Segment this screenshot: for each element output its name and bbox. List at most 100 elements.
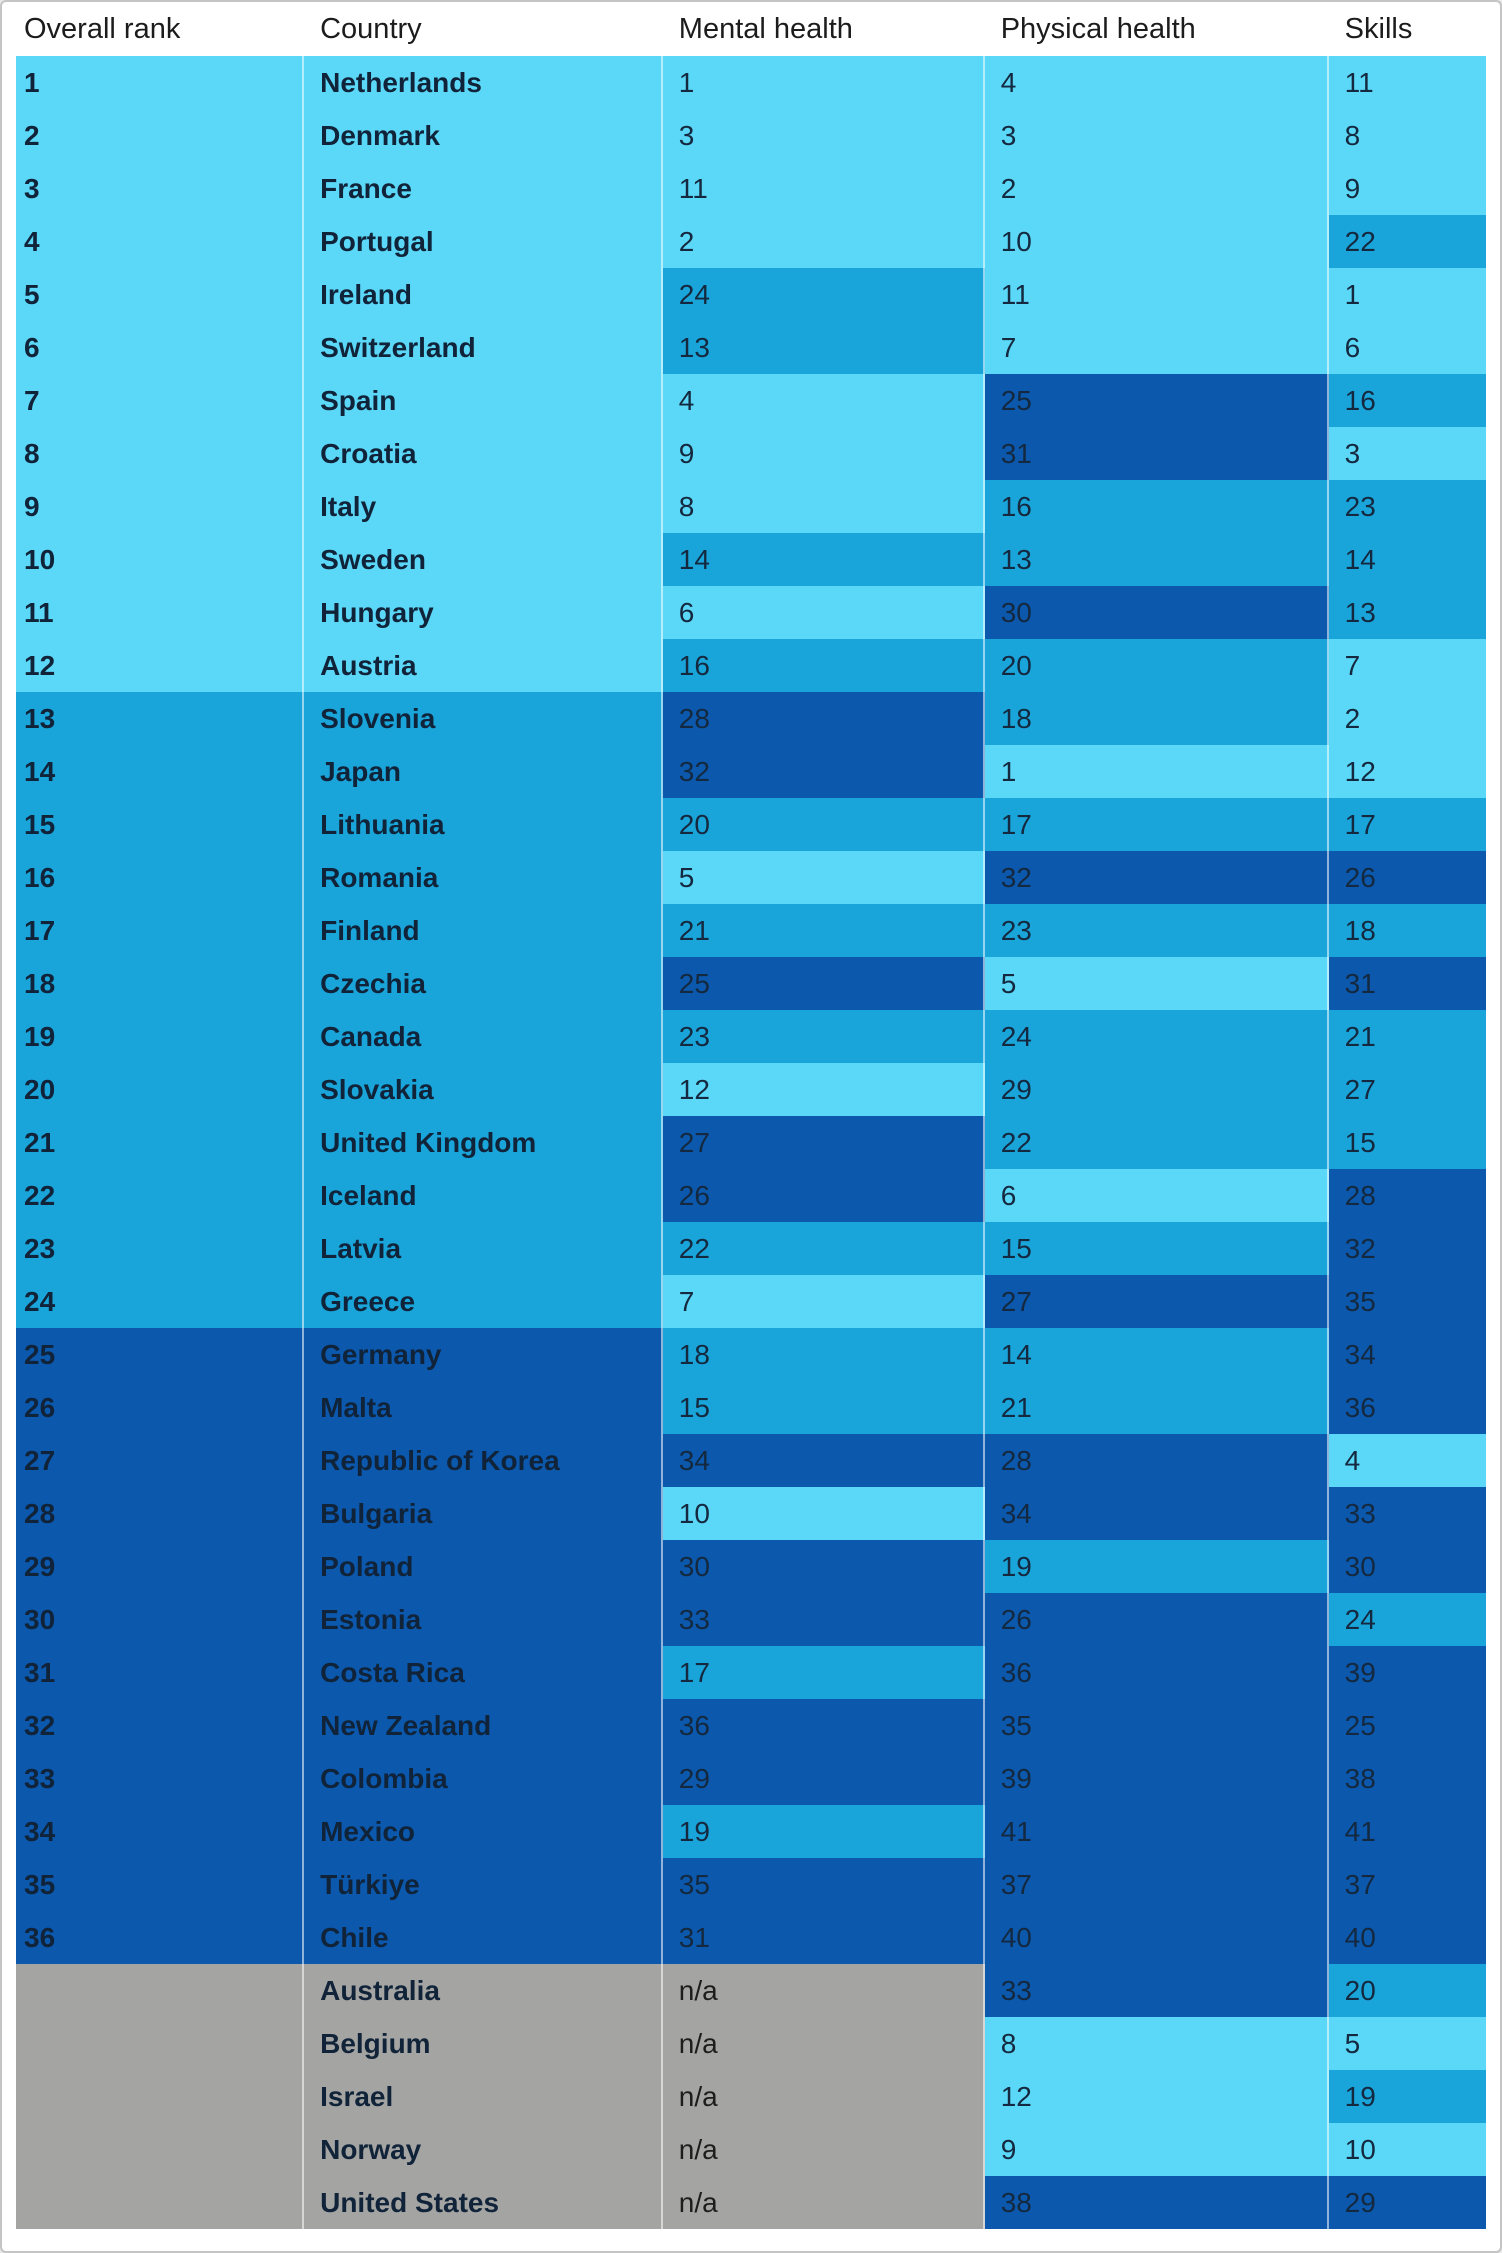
overall-rank-cell: 32 (16, 1699, 305, 1752)
mental-health-cell: 34 (662, 1434, 985, 1487)
skills-cell: 14 (1328, 533, 1486, 586)
mental-health-cell: 20 (662, 798, 985, 851)
mental-health-cell: 23 (662, 1010, 985, 1063)
skills-cell: 12 (1328, 745, 1486, 798)
overall-rank-cell: 30 (16, 1593, 305, 1646)
overall-rank-cell: 28 (16, 1487, 305, 1540)
header-overall-rank: Overall rank (24, 12, 181, 45)
physical-health-cell: 28 (984, 1434, 1329, 1487)
mental-health-cell: 24 (662, 268, 985, 321)
country-cell: Switzerland (304, 321, 663, 374)
country-cell: Israel (304, 2070, 663, 2123)
physical-health-cell: 12 (984, 2070, 1329, 2123)
physical-health-cell: 6 (984, 1169, 1329, 1222)
country-cell: Portugal (304, 215, 663, 268)
country-cell: Australia (304, 1964, 663, 2017)
physical-health-cell: 41 (984, 1805, 1329, 1858)
physical-health-cell: 4 (984, 56, 1329, 109)
skills-cell: 40 (1328, 1911, 1486, 1964)
overall-rank-cell: 29 (16, 1540, 305, 1593)
country-cell: Spain (304, 374, 663, 427)
country-cell: Slovenia (304, 692, 663, 745)
table-header: Overall rank Country Mental health Physi… (16, 2, 1486, 56)
country-cell: United Kingdom (304, 1116, 663, 1169)
overall-rank-cell: 5 (16, 268, 305, 321)
mental-health-cell: n/a (662, 2176, 985, 2229)
skills-cell: 19 (1328, 2070, 1486, 2123)
overall-rank-cell: 3 (16, 162, 305, 215)
country-cell: Netherlands (304, 56, 663, 109)
skills-cell: 35 (1328, 1275, 1486, 1328)
skills-cell: 15 (1328, 1116, 1486, 1169)
overall-rank-cell (16, 2017, 305, 2070)
physical-health-cell: 37 (984, 1858, 1329, 1911)
country-cell: Bulgaria (304, 1487, 663, 1540)
mental-health-cell: 12 (662, 1063, 985, 1116)
country-cell: Mexico (304, 1805, 663, 1858)
skills-cell: 1 (1328, 268, 1486, 321)
skills-cell: 38 (1328, 1752, 1486, 1805)
mental-health-cell: 17 (662, 1646, 985, 1699)
physical-health-cell: 26 (984, 1593, 1329, 1646)
mental-health-cell: n/a (662, 2070, 985, 2123)
mental-health-cell: 2 (662, 215, 985, 268)
skills-cell: 7 (1328, 639, 1486, 692)
physical-health-cell: 8 (984, 2017, 1329, 2070)
skills-cell: 9 (1328, 162, 1486, 215)
physical-health-cell: 22 (984, 1116, 1329, 1169)
mental-health-cell: 15 (662, 1381, 985, 1434)
mental-health-cell: n/a (662, 2017, 985, 2070)
physical-health-cell: 32 (984, 851, 1329, 904)
skills-cell: 29 (1328, 2176, 1486, 2229)
physical-health-cell: 9 (984, 2123, 1329, 2176)
country-cell: Lithuania (304, 798, 663, 851)
country-cell: Belgium (304, 2017, 663, 2070)
physical-health-cell: 5 (984, 957, 1329, 1010)
overall-rank-cell: 26 (16, 1381, 305, 1434)
mental-health-cell: n/a (662, 2123, 985, 2176)
overall-rank-cell: 14 (16, 745, 305, 798)
overall-rank-cell: 36 (16, 1911, 305, 1964)
overall-rank-cell: 35 (16, 1858, 305, 1911)
mental-health-cell: 32 (662, 745, 985, 798)
skills-cell: 3 (1328, 427, 1486, 480)
country-cell: Iceland (304, 1169, 663, 1222)
mental-health-cell: 22 (662, 1222, 985, 1275)
skills-cell: 25 (1328, 1699, 1486, 1752)
mental-health-cell: 16 (662, 639, 985, 692)
header-country: Country (320, 12, 422, 45)
overall-rank-cell: 12 (16, 639, 305, 692)
skills-cell: 34 (1328, 1328, 1486, 1381)
skills-cell: 4 (1328, 1434, 1486, 1487)
physical-health-cell: 24 (984, 1010, 1329, 1063)
overall-rank-cell: 25 (16, 1328, 305, 1381)
country-cell: France (304, 162, 663, 215)
mental-health-cell: 29 (662, 1752, 985, 1805)
ranking-table: 1 Netherlands 1 4 11 2 Denmark 3 3 8 3 France 11 2 9 4 P… (16, 56, 1486, 2229)
country-cell: Hungary (304, 586, 663, 639)
physical-health-cell: 27 (984, 1275, 1329, 1328)
skills-cell: 13 (1328, 586, 1486, 639)
overall-rank-cell: 24 (16, 1275, 305, 1328)
physical-health-cell: 13 (984, 533, 1329, 586)
mental-health-cell: 9 (662, 427, 985, 480)
skills-cell: 17 (1328, 798, 1486, 851)
physical-health-cell: 14 (984, 1328, 1329, 1381)
mental-health-cell: 18 (662, 1328, 985, 1381)
mental-health-cell: 4 (662, 374, 985, 427)
overall-rank-cell: 6 (16, 321, 305, 374)
skills-cell: 22 (1328, 215, 1486, 268)
overall-rank-cell (16, 2123, 305, 2176)
physical-health-cell: 16 (984, 480, 1329, 533)
mental-health-cell: 25 (662, 957, 985, 1010)
mental-health-cell: 13 (662, 321, 985, 374)
header-mental-health: Mental health (678, 12, 853, 45)
mental-health-cell: 5 (662, 851, 985, 904)
physical-health-cell: 11 (984, 268, 1329, 321)
country-cell: Sweden (304, 533, 663, 586)
country-cell: Malta (304, 1381, 663, 1434)
country-cell: Norway (304, 2123, 663, 2176)
mental-health-cell: 36 (662, 1699, 985, 1752)
overall-rank-cell: 15 (16, 798, 305, 851)
